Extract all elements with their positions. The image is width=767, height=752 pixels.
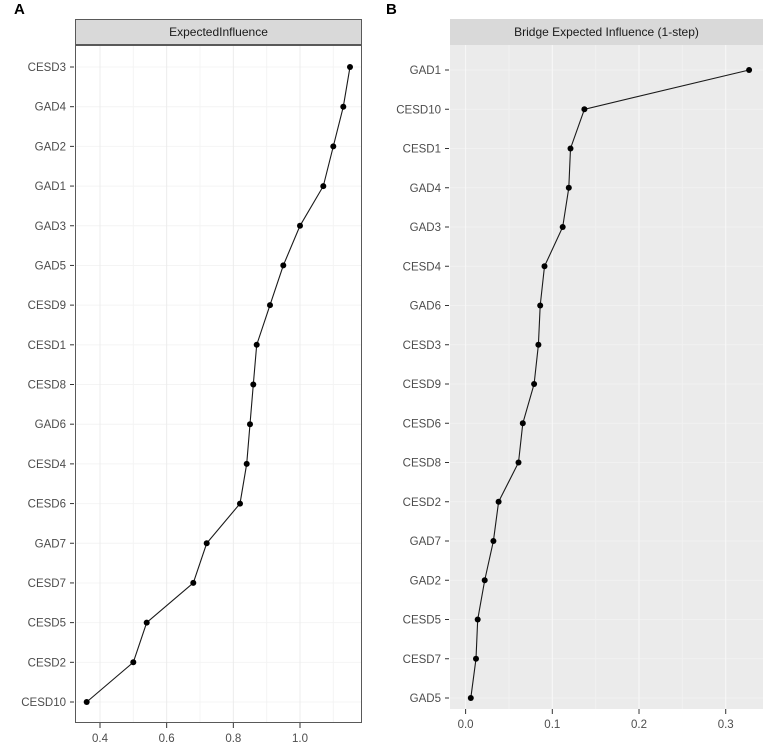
data-point bbox=[581, 106, 588, 113]
y-category-label: CESD8 bbox=[403, 458, 441, 470]
data-point bbox=[247, 421, 253, 428]
data-point bbox=[253, 341, 260, 348]
y-category-label: GAD5 bbox=[35, 260, 66, 272]
x-tick-label: 0.1 bbox=[544, 719, 560, 731]
data-point bbox=[746, 67, 753, 73]
y-category-label: GAD5 bbox=[410, 693, 441, 705]
y-category-label: CESD5 bbox=[403, 615, 441, 627]
y-category-label: GAD7 bbox=[410, 536, 441, 548]
y-category-label: CESD4 bbox=[403, 261, 442, 273]
data-point bbox=[537, 302, 544, 309]
data-point bbox=[330, 143, 337, 150]
y-category-label: CESD3 bbox=[28, 62, 66, 74]
data-point bbox=[237, 500, 243, 507]
data-point bbox=[340, 103, 347, 110]
data-point bbox=[130, 659, 137, 666]
y-category-label: CESD9 bbox=[28, 300, 66, 312]
y-category-label: CESD2 bbox=[28, 657, 66, 669]
plot-background bbox=[450, 45, 763, 709]
y-category-label: GAD3 bbox=[410, 222, 441, 234]
y-category-label: CESD5 bbox=[28, 618, 66, 630]
y-category-label: GAD6 bbox=[35, 419, 66, 431]
y-category-label: CESD7 bbox=[403, 654, 441, 666]
data-point bbox=[559, 224, 566, 230]
x-tick-label: 0.8 bbox=[225, 733, 241, 745]
x-tick-label: 0.3 bbox=[718, 719, 734, 731]
data-point bbox=[565, 184, 572, 191]
y-category-label: CESD10 bbox=[21, 697, 66, 709]
x-tick-label: 0.0 bbox=[458, 719, 474, 731]
data-point bbox=[519, 420, 526, 427]
y-category-label: GAD4 bbox=[35, 102, 67, 114]
data-point bbox=[320, 183, 327, 190]
y-category-label: CESD8 bbox=[28, 380, 66, 392]
panel-b-strip-title: Bridge Expected Influence (1-step) bbox=[450, 19, 763, 45]
data-point bbox=[490, 538, 497, 544]
y-category-label: CESD4 bbox=[28, 459, 67, 471]
y-category-label: CESD9 bbox=[403, 379, 441, 391]
y-category-label: CESD7 bbox=[28, 578, 66, 590]
y-category-label: CESD1 bbox=[403, 144, 441, 156]
y-category-label: GAD2 bbox=[35, 141, 66, 153]
x-tick-label: 0.4 bbox=[92, 733, 109, 745]
x-tick-label: 0.2 bbox=[631, 719, 647, 731]
panel-b-chart: GAD1 CESD10 CESD1 GAD4 GAD3 CESD4 GAD6 CESD3 CES… bbox=[396, 45, 763, 731]
y-category-label: CESD2 bbox=[403, 497, 441, 509]
y-category-label: GAD1 bbox=[410, 65, 441, 77]
y-category-label: CESD10 bbox=[396, 104, 441, 116]
y-category-label: CESD6 bbox=[28, 499, 66, 511]
data-point bbox=[347, 64, 353, 70]
data-point bbox=[541, 263, 548, 270]
panel-a-letter: A bbox=[14, 1, 25, 18]
data-point bbox=[267, 302, 273, 309]
x-tick-label: 0.6 bbox=[159, 733, 175, 745]
data-point bbox=[203, 540, 210, 547]
data-point bbox=[535, 341, 542, 348]
y-category-label: GAD3 bbox=[35, 221, 66, 233]
data-point bbox=[474, 616, 481, 623]
data-point bbox=[531, 381, 538, 387]
y-category-label: CESD3 bbox=[403, 340, 441, 352]
x-tick-label: 1.0 bbox=[292, 733, 308, 745]
data-point bbox=[515, 459, 522, 466]
plot-border bbox=[75, 45, 362, 723]
data-point bbox=[473, 655, 479, 662]
y-category-label: GAD7 bbox=[35, 538, 66, 550]
data-point bbox=[243, 460, 250, 467]
data-point bbox=[190, 579, 197, 586]
data-point bbox=[297, 222, 303, 229]
data-point bbox=[567, 145, 574, 152]
data-point bbox=[467, 695, 474, 701]
y-category-label: CESD6 bbox=[403, 418, 441, 430]
y-category-label: GAD1 bbox=[35, 181, 66, 193]
panel-a-strip-title: ExpectedInfluence bbox=[75, 19, 362, 45]
y-category-label: GAD4 bbox=[410, 183, 442, 195]
data-point bbox=[495, 498, 502, 505]
y-category-label: GAD2 bbox=[410, 575, 441, 587]
data-point bbox=[83, 699, 90, 705]
data-point bbox=[250, 381, 257, 388]
panel-a-chart: CESD3 GAD4 GAD2 GAD1 GAD3 GAD5 CESD9 CESD1 CESD8… bbox=[21, 45, 362, 745]
y-category-label: GAD6 bbox=[410, 301, 441, 313]
data-point bbox=[280, 262, 287, 269]
data-point bbox=[481, 577, 488, 584]
data-point bbox=[143, 619, 150, 626]
panel-b-letter: B bbox=[386, 1, 397, 18]
y-category-label: CESD1 bbox=[28, 340, 66, 352]
